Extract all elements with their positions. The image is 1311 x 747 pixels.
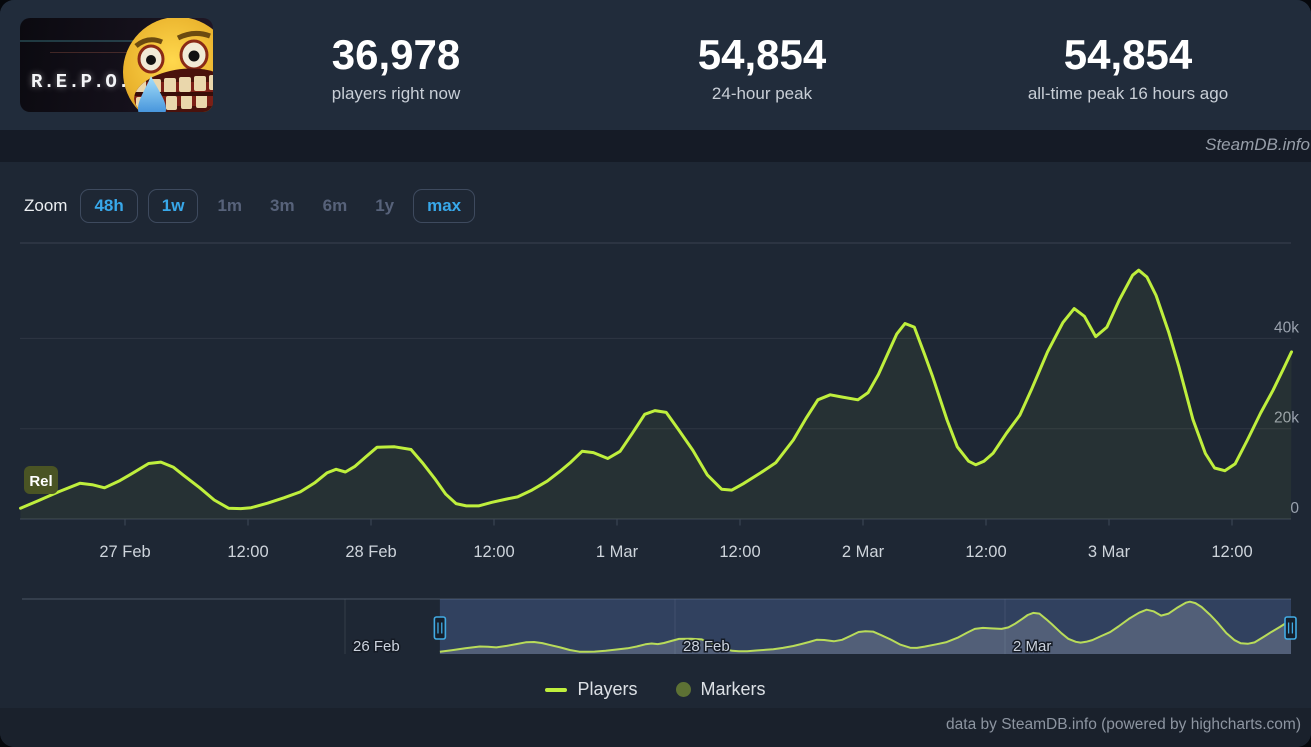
release-marker-label: Rel: [29, 473, 52, 490]
header: R.E.P.O. 36,978 players right now 54,854…: [0, 0, 1311, 130]
footer-bar: [0, 708, 1311, 747]
pupil: [146, 55, 156, 65]
navigator-right-handle[interactable]: [1284, 616, 1297, 640]
navigator-selected-range[interactable]: [439, 599, 1291, 654]
zoom-button-1y: 1y: [366, 189, 403, 223]
peak-24h-caption: 24-hour peak: [711, 84, 813, 104]
players-series-line: [19, 268, 1293, 511]
zoom-button-3m: 3m: [261, 189, 304, 223]
stat-24h-peak: 54,854 24-hour peak: [579, 26, 945, 104]
x-axis-label: 12:00: [473, 543, 514, 561]
legend-players-label: Players: [577, 679, 638, 699]
x-axis-label: 27 Feb: [99, 543, 150, 561]
legend-markers-label: Markers: [700, 679, 766, 699]
zoom-button-1m: 1m: [208, 189, 251, 223]
players-line-swatch: [545, 687, 568, 692]
x-axis-label: 12:00: [227, 543, 268, 561]
chart-credit[interactable]: data by SteamDB.info (powered by highcha…: [946, 716, 1301, 733]
navigator-date-label: 26 Feb: [353, 638, 400, 655]
header-stats: 36,978 players right now 54,854 24-hour …: [213, 26, 1311, 104]
watermark-bar: SteamDB.info: [0, 130, 1311, 162]
x-axis-label: 3 Mar: [1088, 543, 1131, 561]
zoom-button-6m: 6m: [314, 189, 357, 223]
x-axis-label: 2 Mar: [842, 543, 885, 561]
navigator-date-label: 2 Mar: [1013, 638, 1051, 655]
zoom-button-1w[interactable]: 1w: [147, 189, 199, 223]
x-axis-label: 12:00: [1211, 543, 1252, 561]
eyebrow: [134, 37, 163, 48]
y-axis-label: 20k: [1274, 410, 1299, 427]
alltime-peak-value: 54,854: [1063, 30, 1193, 78]
stat-players-now: 36,978 players right now: [213, 26, 579, 104]
zoom-label: Zoom: [24, 196, 68, 215]
player-count-chart[interactable]: 0 20k 40k 27 Feb 12:00 28 Feb 12:00 1 Mar 12:00 2…: [0, 230, 1311, 675]
tear-drop: [138, 76, 166, 112]
y-axis-label: 0: [1290, 500, 1299, 517]
navigator-area-fill: [439, 601, 1291, 654]
game-capsule[interactable]: R.E.P.O.: [20, 18, 213, 112]
zoom-controls: Zoom 48h 1w 1m 3m 6m 1y max: [24, 187, 476, 225]
players-now-caption: players right now: [331, 84, 461, 104]
game-capsule-art: [123, 18, 213, 112]
x-axis-label: 12:00: [965, 543, 1006, 561]
pupil: [188, 50, 200, 62]
zoom-button-max[interactable]: max: [413, 189, 476, 223]
release-marker[interactable]: Rel: [24, 466, 58, 494]
steamdb-watermark: SteamDB.info: [1205, 135, 1310, 154]
release-marker-badge: [24, 466, 58, 494]
x-axis-label: 1 Mar: [596, 543, 639, 561]
legend-item-players[interactable]: Players: [545, 679, 638, 700]
x-axis-label: 28 Feb: [345, 543, 396, 561]
markers-circle-swatch: [675, 682, 691, 697]
handle-grip: [1284, 616, 1297, 640]
players-now-value: 36,978: [331, 30, 461, 78]
navigator-left-handle[interactable]: [433, 616, 447, 640]
x-axis-label: 12:00: [719, 543, 760, 561]
peak-24h-value: 54,854: [697, 30, 827, 78]
eyebrow: [176, 30, 211, 41]
alltime-peak-caption: all-time peak 16 hours ago: [1027, 84, 1229, 104]
stat-alltime-peak: 54,854 all-time peak 16 hours ago: [945, 26, 1311, 104]
glitch-line: [20, 40, 140, 42]
zoom-button-48h[interactable]: 48h: [80, 189, 138, 223]
navigator-series-line: [439, 600, 1292, 653]
navigator-date-label: 28 Feb: [683, 638, 730, 655]
players-area-fill: [20, 270, 1292, 519]
game-title: R.E.P.O.: [31, 71, 131, 93]
chart-legend: Players Markers: [0, 679, 1311, 700]
legend-item-markers[interactable]: Markers: [675, 679, 766, 700]
y-axis-label: 40k: [1274, 319, 1299, 336]
glitch-line: [50, 52, 140, 53]
handle-grip: [433, 616, 447, 640]
